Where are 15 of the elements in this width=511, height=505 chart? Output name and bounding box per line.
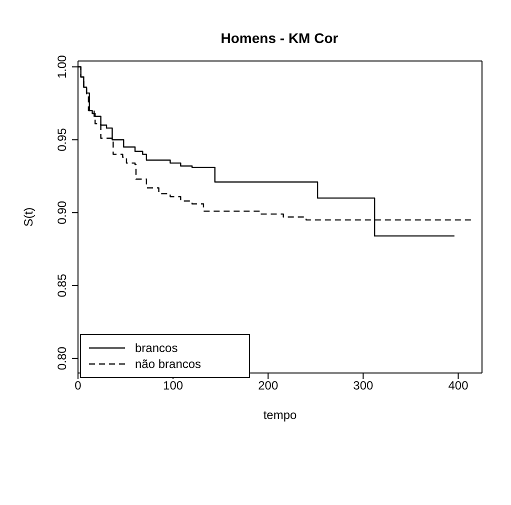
x-tick-label: 0 bbox=[74, 378, 82, 393]
y-axis-title: S(t) bbox=[21, 207, 36, 227]
x-axis-title: tempo bbox=[263, 408, 297, 422]
x-tick-label: 200 bbox=[258, 378, 278, 393]
y-tick-label: 1.00 bbox=[55, 54, 69, 79]
x-tick-label: 400 bbox=[448, 378, 469, 393]
y-tick-label: 0.80 bbox=[55, 346, 69, 370]
x-tick-label: 100 bbox=[163, 378, 184, 393]
chart-title: Homens - KM Cor bbox=[220, 30, 340, 46]
y-tick-label: 0.95 bbox=[55, 128, 69, 152]
legend-label: não brancos bbox=[135, 357, 202, 371]
x-tick-label: 300 bbox=[353, 378, 374, 393]
y-tick-label: 0.90 bbox=[55, 200, 69, 224]
y-tick-label: 0.85 bbox=[55, 274, 69, 298]
legend-label: brancos bbox=[135, 341, 178, 355]
